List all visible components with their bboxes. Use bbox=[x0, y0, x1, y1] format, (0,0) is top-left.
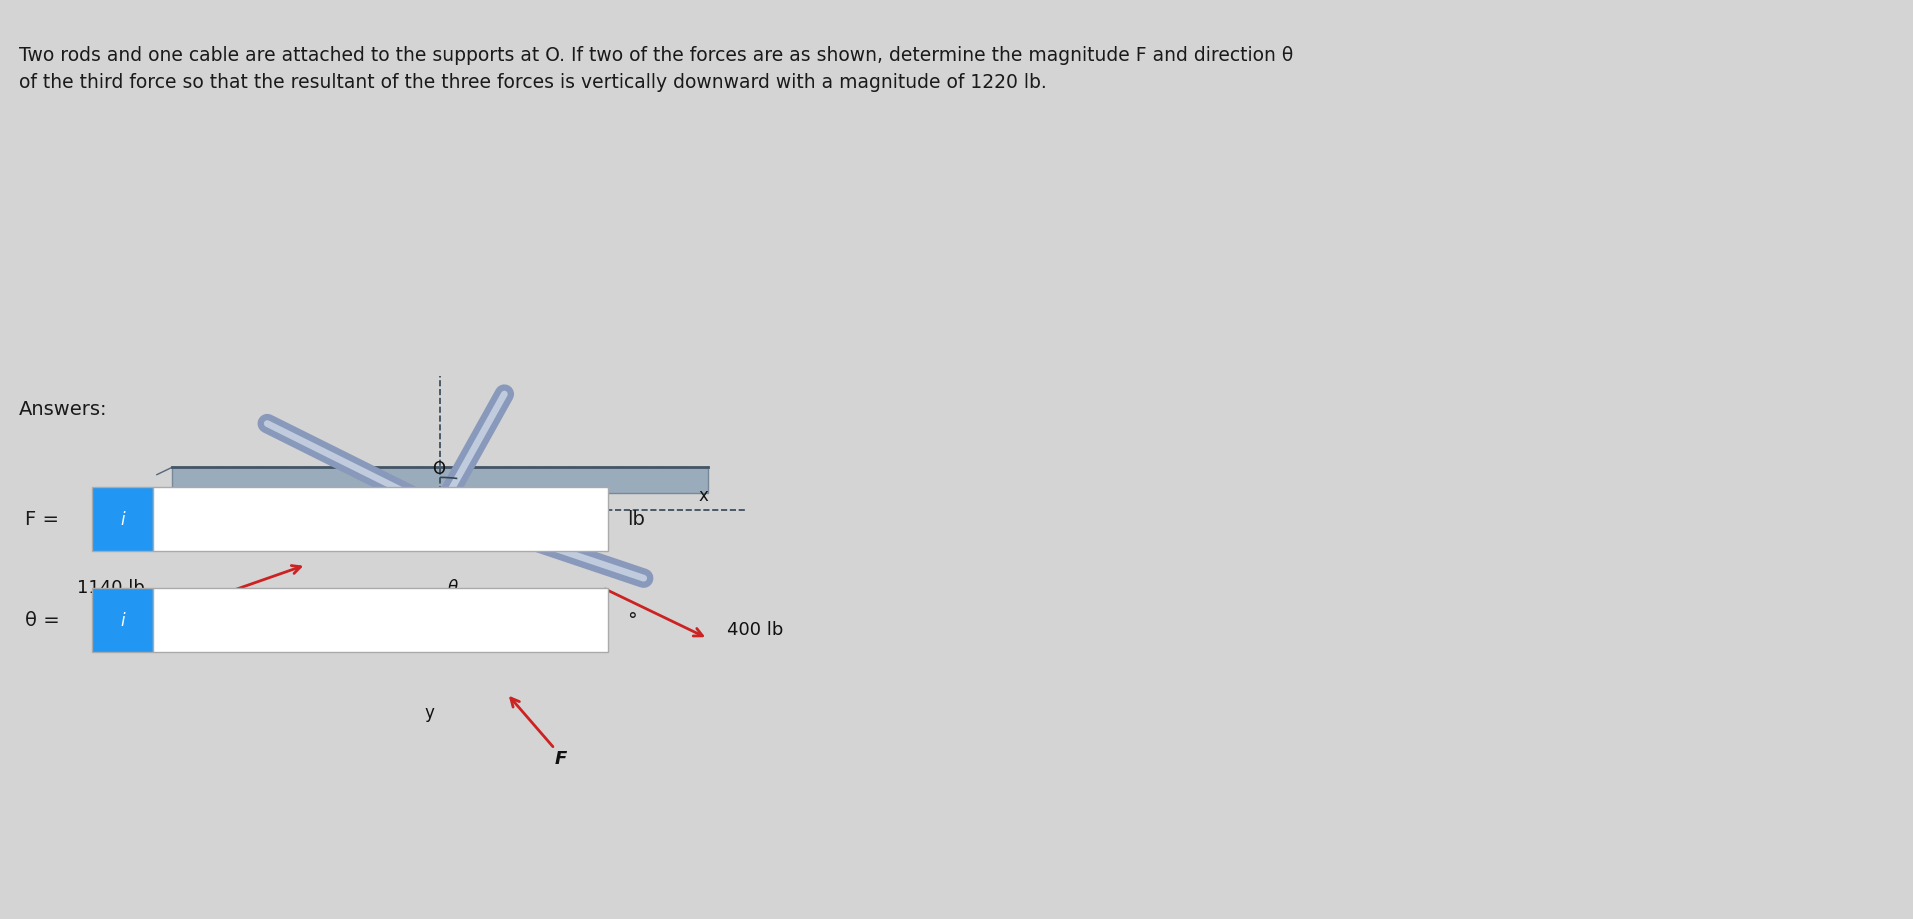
Text: i: i bbox=[121, 611, 124, 630]
Text: Answers:: Answers: bbox=[19, 400, 107, 419]
Text: y: y bbox=[425, 703, 434, 720]
FancyBboxPatch shape bbox=[172, 468, 708, 494]
Text: °: ° bbox=[627, 611, 637, 630]
FancyBboxPatch shape bbox=[92, 487, 153, 551]
Text: i: i bbox=[121, 510, 124, 528]
Text: Two rods and one cable are attached to the supports at O. If two of the forces a: Two rods and one cable are attached to t… bbox=[19, 46, 1293, 91]
Text: O: O bbox=[432, 460, 446, 477]
Text: θ =: θ = bbox=[25, 611, 59, 630]
Text: x: x bbox=[698, 487, 708, 505]
FancyBboxPatch shape bbox=[153, 487, 608, 551]
Text: θ: θ bbox=[448, 579, 457, 596]
Text: lb: lb bbox=[627, 510, 645, 528]
Text: 400 lb: 400 lb bbox=[727, 620, 782, 638]
Circle shape bbox=[406, 494, 474, 527]
Text: 1140 lb: 1140 lb bbox=[77, 579, 143, 596]
FancyBboxPatch shape bbox=[153, 588, 608, 652]
Text: 35°: 35° bbox=[503, 489, 530, 504]
Text: F: F bbox=[555, 749, 566, 766]
Text: F =: F = bbox=[25, 510, 59, 528]
FancyBboxPatch shape bbox=[92, 588, 153, 652]
Text: 46°: 46° bbox=[297, 489, 323, 504]
